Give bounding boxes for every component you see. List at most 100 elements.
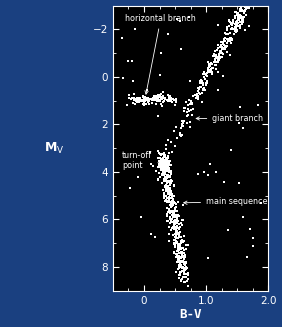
Point bbox=[181, 240, 185, 245]
Point bbox=[132, 97, 136, 102]
Point bbox=[184, 265, 189, 270]
Point bbox=[248, 1, 252, 6]
Point bbox=[173, 234, 177, 240]
Point bbox=[209, 67, 213, 72]
Point bbox=[163, 182, 168, 188]
Point bbox=[240, 7, 245, 12]
Point bbox=[180, 260, 184, 265]
Point bbox=[174, 235, 179, 240]
Point bbox=[169, 194, 174, 199]
Point bbox=[229, 40, 234, 45]
Point bbox=[180, 118, 185, 124]
Point bbox=[238, 14, 242, 20]
Point bbox=[149, 232, 153, 237]
Point bbox=[200, 78, 204, 83]
Point bbox=[158, 152, 162, 157]
Point bbox=[176, 235, 180, 241]
Text: giant branch: giant branch bbox=[196, 114, 263, 123]
Point bbox=[168, 209, 172, 214]
Point bbox=[180, 253, 184, 259]
Point bbox=[163, 164, 168, 170]
Point bbox=[163, 159, 168, 164]
Point bbox=[174, 225, 179, 230]
Point bbox=[244, 4, 248, 9]
Point bbox=[173, 245, 178, 250]
Point bbox=[170, 203, 174, 209]
Point bbox=[159, 158, 164, 164]
Point bbox=[173, 226, 177, 231]
Point bbox=[171, 224, 176, 229]
X-axis label: B-V: B-V bbox=[179, 308, 202, 321]
Point bbox=[173, 102, 178, 108]
Point bbox=[164, 163, 168, 168]
Point bbox=[147, 101, 152, 107]
Point bbox=[160, 97, 164, 102]
Point bbox=[180, 255, 184, 260]
Point bbox=[171, 183, 176, 189]
Point bbox=[222, 38, 226, 43]
Point bbox=[187, 109, 191, 114]
Point bbox=[179, 241, 184, 246]
Point bbox=[177, 250, 182, 256]
Point bbox=[203, 76, 207, 81]
Point bbox=[220, 51, 224, 56]
Point bbox=[166, 160, 170, 165]
Point bbox=[164, 147, 169, 152]
Point bbox=[167, 188, 172, 193]
Point bbox=[166, 187, 170, 192]
Point bbox=[170, 203, 175, 209]
Point bbox=[182, 238, 187, 244]
Point bbox=[169, 96, 173, 101]
Point bbox=[138, 95, 143, 101]
Point bbox=[164, 177, 168, 182]
Text: M$_\mathsf{V}$: M$_\mathsf{V}$ bbox=[44, 141, 64, 156]
Point bbox=[142, 97, 146, 103]
Point bbox=[143, 97, 148, 102]
Point bbox=[165, 162, 170, 167]
Point bbox=[164, 177, 169, 182]
Point bbox=[171, 97, 176, 103]
Point bbox=[157, 163, 161, 168]
Point bbox=[137, 96, 142, 101]
Point bbox=[161, 161, 166, 166]
Point bbox=[174, 239, 179, 245]
Point bbox=[201, 72, 205, 77]
Point bbox=[140, 98, 144, 104]
Point bbox=[184, 99, 188, 105]
Point bbox=[174, 231, 178, 236]
Point bbox=[225, 37, 230, 42]
Point bbox=[234, 29, 239, 35]
Point bbox=[185, 121, 190, 126]
Point bbox=[130, 79, 135, 84]
Point bbox=[150, 98, 155, 103]
Point bbox=[175, 231, 180, 236]
Point bbox=[201, 80, 205, 86]
Point bbox=[172, 200, 177, 205]
Point bbox=[164, 180, 169, 185]
Point bbox=[213, 57, 218, 62]
Point bbox=[202, 72, 207, 77]
Point bbox=[198, 81, 202, 86]
Point bbox=[211, 54, 215, 59]
Point bbox=[168, 189, 173, 194]
Point bbox=[221, 180, 226, 185]
Point bbox=[201, 86, 205, 92]
Point bbox=[172, 241, 176, 246]
Point bbox=[130, 95, 135, 100]
Point bbox=[164, 168, 168, 174]
Point bbox=[168, 200, 172, 205]
Point bbox=[174, 252, 179, 258]
Point bbox=[156, 93, 160, 98]
Point bbox=[156, 148, 160, 153]
Point bbox=[195, 93, 199, 98]
Point bbox=[161, 155, 165, 160]
Point bbox=[179, 46, 183, 51]
Point bbox=[163, 155, 167, 160]
Point bbox=[179, 278, 183, 283]
Point bbox=[220, 54, 224, 60]
Point bbox=[171, 209, 176, 214]
Point bbox=[204, 82, 208, 87]
Point bbox=[244, 0, 248, 4]
Point bbox=[233, 24, 237, 29]
Point bbox=[179, 238, 183, 244]
